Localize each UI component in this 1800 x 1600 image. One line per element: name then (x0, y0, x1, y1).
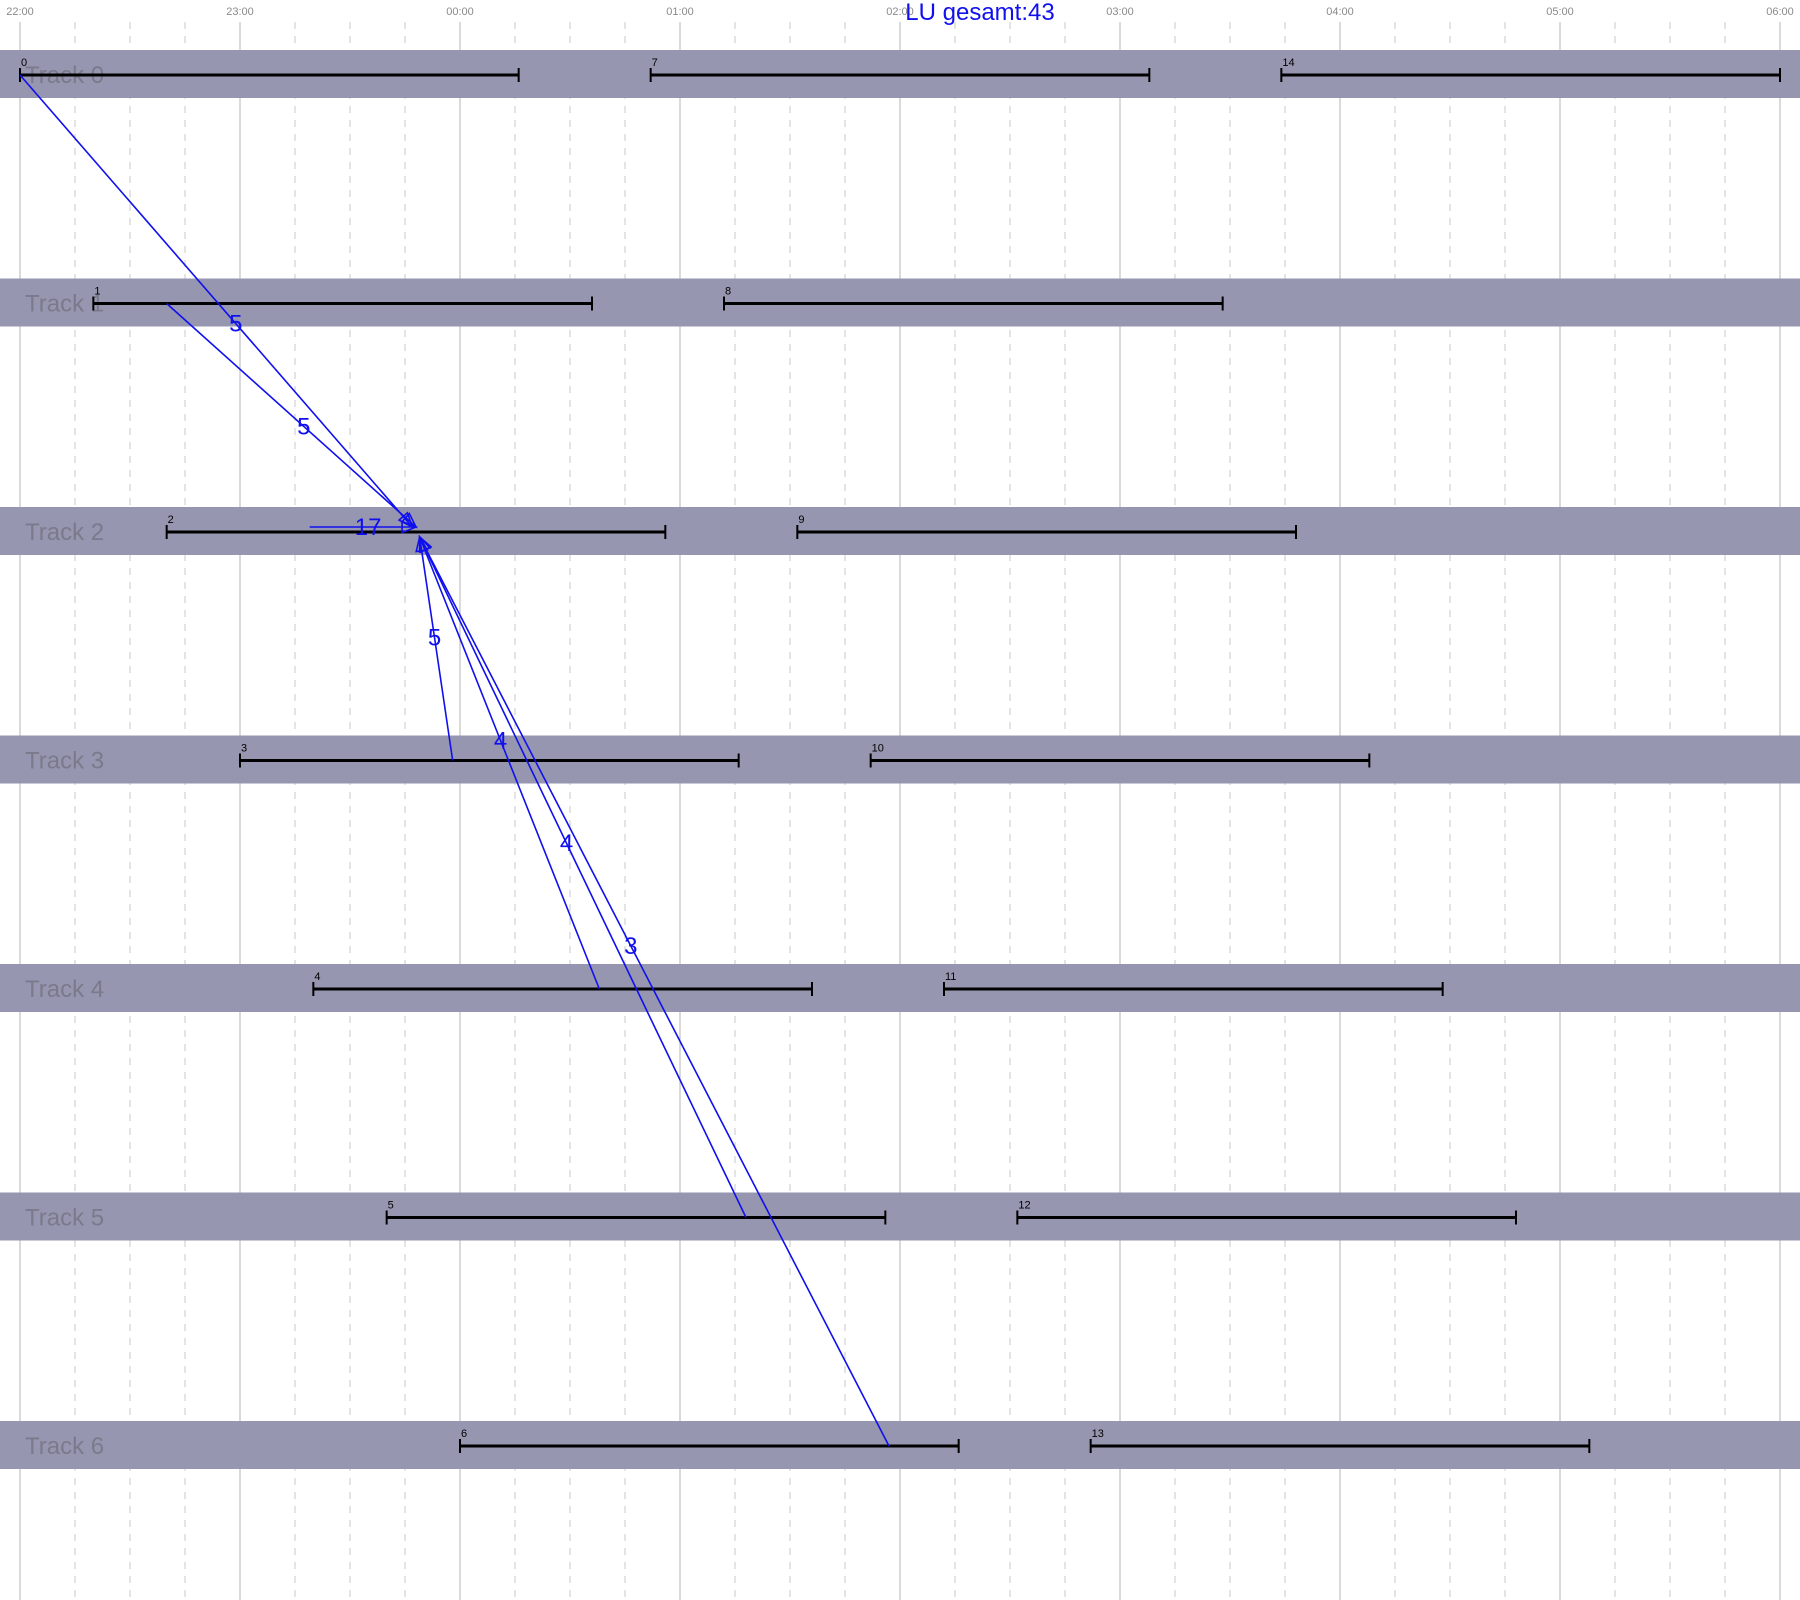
flow-arrows: 5 5 17 5 4 4 3 (19, 74, 890, 1447)
schedule-bar: 3 (239, 743, 740, 768)
schedule-bars: 0 7 14 1 8 2 9 3 10 4 11 5 12 6 13 (19, 57, 1781, 1453)
schedule-bar: 2 (165, 514, 667, 539)
bar-id-label: 4 (314, 971, 320, 983)
schedule-bar: 9 (796, 514, 1297, 539)
bar-id-label: 6 (461, 1428, 467, 1440)
time-tick-label: 05:00 (1546, 6, 1574, 18)
flow-line (418, 536, 890, 1447)
track-label: Track 1 (25, 291, 104, 318)
flow-line (418, 536, 601, 990)
bar-id-label: 8 (725, 286, 731, 298)
time-tick-label: 03:00 (1106, 6, 1134, 18)
bar-id-label: 1 (94, 286, 100, 298)
flow-count-label: 5 (428, 625, 441, 652)
flow-count-label: 3 (624, 933, 637, 960)
track-label: Track 6 (25, 1433, 104, 1460)
flow-arrow: 5 (415, 534, 454, 761)
time-axis-ticks: 22:00 23:00 00:00 01:00 02:00 03:00 04:00 05:00… (6, 6, 1794, 18)
bar-id-label: 5 (388, 1200, 394, 1212)
flow-arrow: 17 (309, 514, 419, 541)
time-tick-label: 00:00 (446, 6, 474, 18)
bar-id-label: 0 (21, 57, 27, 69)
flow-arrow: 3 (418, 535, 890, 1447)
track-band (0, 964, 1800, 1012)
flow-line (418, 536, 454, 761)
arrow-head (401, 520, 419, 534)
schedule-bar: 5 (385, 1200, 887, 1225)
diagram-title: LU gesamt:43 (905, 0, 1054, 26)
schedule-bar: 4 (312, 971, 813, 996)
time-tick-label: 04:00 (1326, 6, 1354, 18)
flow-count-label: 5 (297, 413, 310, 440)
bar-id-label: 13 (1092, 1428, 1104, 1440)
flow-line (166, 302, 417, 528)
track-label: Track 4 (25, 976, 104, 1003)
track-label: Track 5 (25, 1205, 104, 1232)
schedule-bar: 6 (459, 1428, 960, 1453)
flow-count-label: 4 (560, 830, 573, 857)
time-tick-label: 02:00 (886, 6, 914, 18)
schedule-bar: 13 (1089, 1428, 1591, 1453)
flow-count-label: 4 (494, 727, 507, 754)
bar-id-label: 10 (872, 743, 884, 755)
time-tick-label: 23:00 (226, 6, 254, 18)
track-label: Track 2 (25, 519, 104, 546)
flow-count-label: 5 (229, 311, 242, 338)
track-band (0, 1192, 1800, 1241)
bar-id-label: 11 (945, 971, 956, 983)
flow-count-label: 17 (355, 514, 382, 541)
bar-id-label: 2 (168, 514, 174, 526)
track-label: Track 3 (25, 748, 104, 775)
schedule-bar: 8 (723, 286, 1224, 311)
flow-arrow: 4 (418, 535, 747, 1218)
bar-id-label: 9 (798, 514, 804, 526)
schedule-bar: 12 (1016, 1200, 1517, 1225)
bar-id-label: 14 (1282, 57, 1294, 69)
schedule-bar: 1 (92, 286, 593, 311)
schedule-bar: 0 (19, 57, 520, 82)
flow-arrow: 5 (166, 302, 418, 529)
schedule-bar: 11 (943, 971, 1444, 996)
bar-id-label: 7 (652, 57, 658, 69)
time-tick-label: 01:00 (666, 6, 694, 18)
flow-line (19, 74, 413, 528)
bar-id-label: 12 (1018, 1200, 1030, 1212)
schedule-bar: 10 (869, 743, 1371, 768)
time-grid (19, 22, 1781, 1600)
time-tick-label: 22:00 (6, 6, 34, 18)
flow-line (418, 536, 747, 1218)
arrow-head (418, 535, 433, 554)
schedule-bar: 7 (649, 57, 1151, 82)
time-tick-label: 06:00 (1766, 6, 1794, 18)
schedule-bar: 14 (1280, 57, 1781, 82)
bar-id-label: 3 (241, 743, 247, 755)
